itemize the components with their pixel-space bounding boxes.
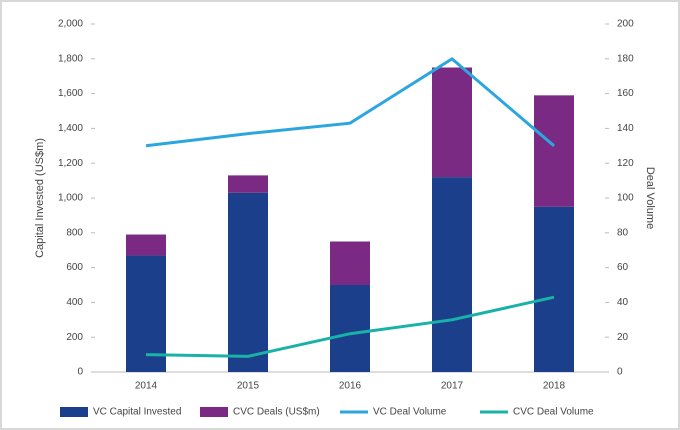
bar: [330, 285, 370, 372]
y-tick-label: 1,800: [58, 53, 83, 64]
y-tick-label: 1,600: [58, 88, 83, 99]
y2-tick-label: 140: [617, 123, 634, 134]
y-tick-label: 0: [77, 367, 83, 378]
legend-label: CVC Deal Volume: [513, 407, 594, 418]
y2-tick-label: 0: [617, 367, 623, 378]
legend-swatch: [60, 407, 88, 417]
line: [145, 295, 555, 358]
bar: [432, 67, 472, 178]
y2-tick-label: 160: [617, 88, 634, 99]
bar: [330, 241, 370, 285]
legend-label: CVC Deals (US$m): [233, 407, 320, 418]
y2-tick-label: 200: [617, 19, 634, 30]
bar: [228, 175, 268, 193]
y-tick-label: 800: [66, 227, 83, 238]
line: [145, 56, 555, 148]
x-tick-label: 2017: [441, 381, 464, 392]
x-tick-label: 2014: [135, 381, 158, 392]
bar: [534, 206, 574, 372]
y-axis-label: Capital Invested (US$m): [34, 138, 46, 258]
y2-tick-label: 100: [617, 193, 634, 204]
bar: [126, 234, 166, 256]
y-tick-label: 1,400: [58, 123, 83, 134]
y2-tick-label: 80: [617, 227, 629, 238]
y-tick-label: 200: [66, 332, 83, 343]
bar: [126, 255, 166, 372]
x-tick-label: 2015: [237, 381, 260, 392]
x-tick-label: 2016: [339, 381, 362, 392]
x-tick-label: 2018: [543, 381, 566, 392]
legend-label: VC Capital Invested: [93, 407, 181, 418]
legend-label: VC Deal Volume: [373, 407, 447, 418]
y2-tick-label: 180: [617, 53, 634, 64]
y-tick-label: 400: [66, 297, 83, 308]
y2-tick-label: 20: [617, 332, 629, 343]
bar: [228, 192, 268, 372]
y-tick-label: 600: [66, 262, 83, 273]
bar: [432, 177, 472, 372]
bar: [534, 95, 574, 207]
y-tick-label: 2,000: [58, 19, 83, 30]
legend-swatch: [200, 407, 228, 417]
y-tick-label: 1,200: [58, 158, 83, 169]
y2-tick-label: 60: [617, 262, 629, 273]
y2-tick-label: 120: [617, 158, 634, 169]
y2-axis-label: Deal Volume: [644, 167, 656, 229]
y-tick-label: 1,000: [58, 193, 83, 204]
y2-tick-label: 40: [617, 297, 629, 308]
